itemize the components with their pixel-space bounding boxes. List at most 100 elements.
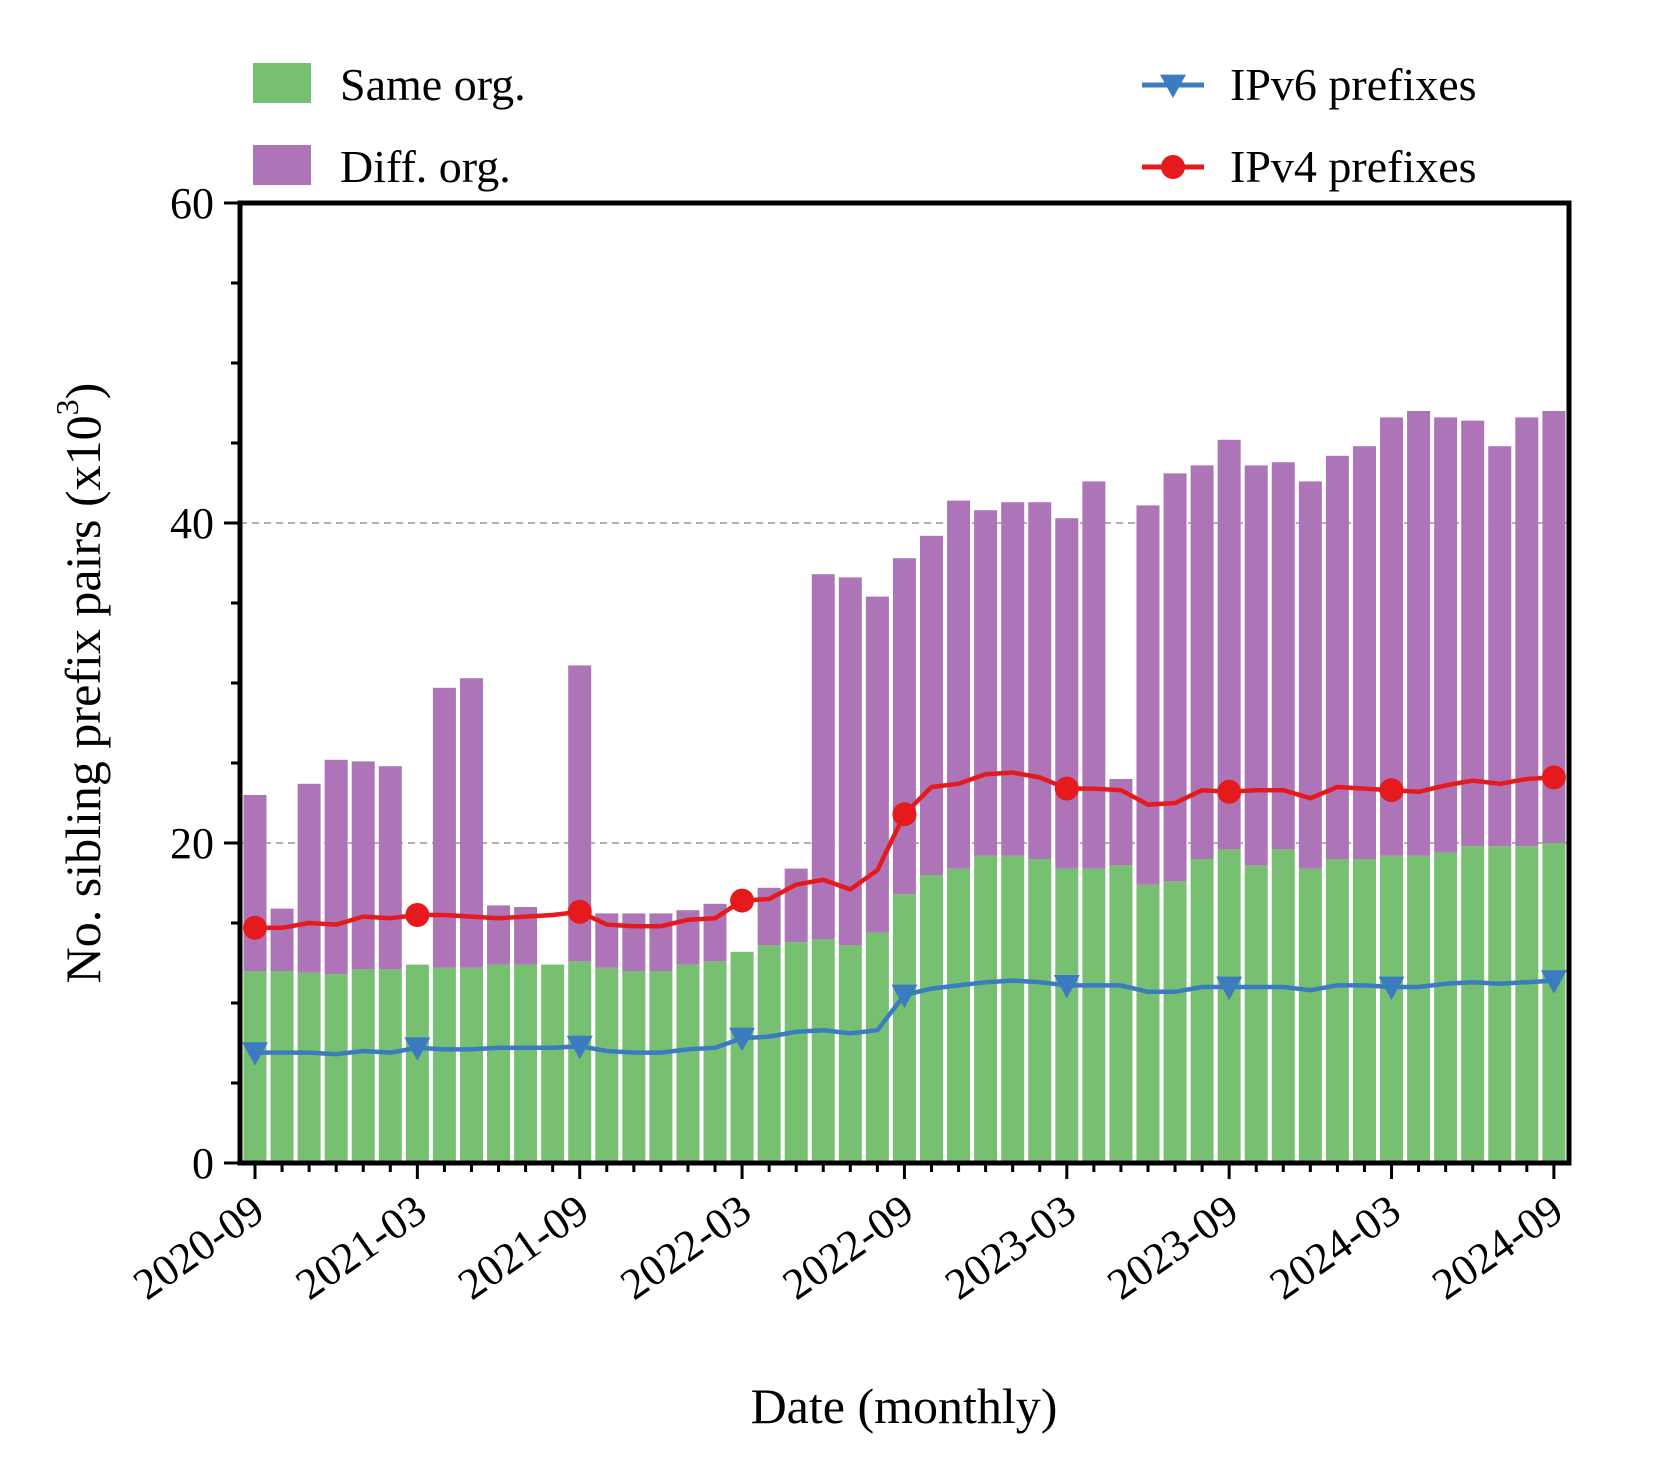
marker-ipv6-prefixes	[1378, 976, 1405, 1000]
bar-same-org	[432, 967, 456, 1163]
marker-ipv4-prefixes	[892, 802, 917, 827]
marker-ipv4-prefixes	[1054, 776, 1079, 801]
marker-ipv6-prefixes	[891, 984, 918, 1008]
bar-same-org	[757, 945, 781, 1163]
bar-same-org	[1028, 859, 1052, 1163]
marker-ipv4-prefixes	[1217, 779, 1242, 804]
x-axis-title: Date (monthly)	[751, 1378, 1058, 1434]
legend-swatch	[253, 63, 311, 103]
bar-diff-org	[1461, 420, 1485, 847]
bar-diff-org	[1082, 481, 1106, 869]
bar-diff-org	[297, 783, 321, 973]
bar-diff-org	[243, 795, 267, 971]
marker-ipv6-prefixes	[1540, 970, 1567, 994]
bar-diff-org	[1515, 417, 1539, 847]
bar-diff-org	[270, 908, 294, 971]
y-axis-title: No. sibling prefix pairs (x103)	[49, 383, 111, 984]
y-tick-label: 40	[170, 499, 214, 548]
bar-same-org	[324, 974, 348, 1163]
legend-marker	[1160, 74, 1186, 98]
bar-same-org	[1298, 868, 1322, 1163]
x-tick-label: 2022-09	[774, 1185, 922, 1309]
legend-marker	[1161, 155, 1185, 179]
bar-diff-org	[324, 759, 348, 975]
marker-ipv4-prefixes	[405, 903, 430, 927]
bar-diff-org	[811, 574, 835, 939]
bar-diff-org	[432, 687, 456, 968]
bar-same-org	[784, 942, 808, 1163]
bar-diff-org	[892, 558, 916, 895]
bar-diff-org	[1217, 439, 1241, 850]
bar-same-org	[1190, 859, 1214, 1163]
bar-diff-org	[1407, 411, 1431, 856]
legend: Same org. Diff. org. IPv6 prefixes IPv4 pre…	[253, 59, 1477, 192]
bar-same-org	[1136, 884, 1160, 1163]
bar-diff-org	[947, 500, 971, 869]
bar-same-org	[1001, 855, 1025, 1163]
x-tick-label: 2021-09	[449, 1185, 597, 1309]
bar-diff-org	[1352, 446, 1376, 859]
x-tick-label: 2024-03	[1261, 1185, 1409, 1309]
marker-ipv4-prefixes	[1541, 765, 1566, 790]
bars-layer	[243, 411, 1566, 1163]
bar-same-org	[1055, 868, 1079, 1163]
bar-same-org	[974, 855, 998, 1163]
bar-diff-org	[1190, 465, 1214, 859]
bar-same-org	[378, 969, 402, 1163]
marker-ipv6-prefixes	[242, 1042, 268, 1066]
marker-ipv4-prefixes	[1379, 778, 1404, 803]
x-axis: 2020-09 2021-03 2021-09 2022-03 2022-09 2023-…	[124, 1163, 1572, 1309]
bar-diff-org	[351, 761, 375, 970]
bar-same-org	[595, 967, 619, 1163]
y-tick-label: 20	[170, 819, 214, 868]
bar-same-org	[514, 964, 538, 1163]
bar-diff-org	[1163, 473, 1187, 882]
bar-diff-org	[1271, 462, 1295, 850]
bar-same-org	[243, 971, 267, 1163]
bar-diff-org	[974, 510, 998, 856]
bar-diff-org	[1542, 411, 1566, 843]
bar-same-org	[297, 972, 321, 1163]
y-tick-label: 60	[170, 179, 214, 228]
legend-label: Diff. org.	[340, 141, 511, 192]
bar-same-org	[892, 894, 916, 1163]
bar-same-org	[1488, 846, 1512, 1163]
bar-same-org	[1380, 855, 1404, 1163]
legend-label: IPv6 prefixes	[1230, 59, 1477, 110]
y-axis-title-main: No. sibling prefix pairs (x10	[55, 415, 111, 983]
bar-diff-org	[459, 678, 483, 968]
bar-diff-org	[920, 535, 943, 875]
bar-diff-org	[1001, 502, 1025, 856]
bar-diff-org	[514, 907, 538, 965]
y-tick-label: 0	[192, 1139, 214, 1188]
bar-same-org	[676, 964, 700, 1163]
bar-same-org	[487, 964, 511, 1163]
bar-same-org	[649, 971, 673, 1163]
y-axis: 0 20 40 60	[170, 179, 240, 1188]
marker-ipv4-prefixes	[730, 888, 755, 913]
bar-diff-org	[1325, 455, 1349, 859]
marker-ipv4-prefixes	[567, 899, 592, 924]
bar-diff-org	[1488, 446, 1512, 847]
bar-same-org	[1217, 849, 1241, 1163]
bar-same-org	[1461, 846, 1485, 1163]
bar-same-org	[838, 945, 862, 1163]
marker-ipv6-prefixes	[566, 1035, 593, 1060]
bar-diff-org	[378, 766, 402, 970]
bar-same-org	[1407, 855, 1431, 1163]
bar-diff-org	[1055, 518, 1079, 869]
bar-same-org	[703, 961, 727, 1163]
bar-same-org	[270, 971, 294, 1163]
bar-diff-org	[1109, 779, 1133, 866]
y-axis-title-close: )	[55, 383, 111, 400]
bar-same-org	[1271, 849, 1295, 1163]
bar-same-org	[1244, 865, 1268, 1163]
bar-diff-org	[487, 905, 511, 965]
marker-ipv6-prefixes	[1216, 976, 1243, 1000]
bar-same-org	[1163, 881, 1187, 1163]
bar-diff-org	[757, 887, 781, 946]
marker-ipv6-prefixes	[404, 1037, 431, 1061]
bar-same-org	[1352, 859, 1376, 1163]
y-axis-title-exponent: 3	[49, 399, 85, 415]
